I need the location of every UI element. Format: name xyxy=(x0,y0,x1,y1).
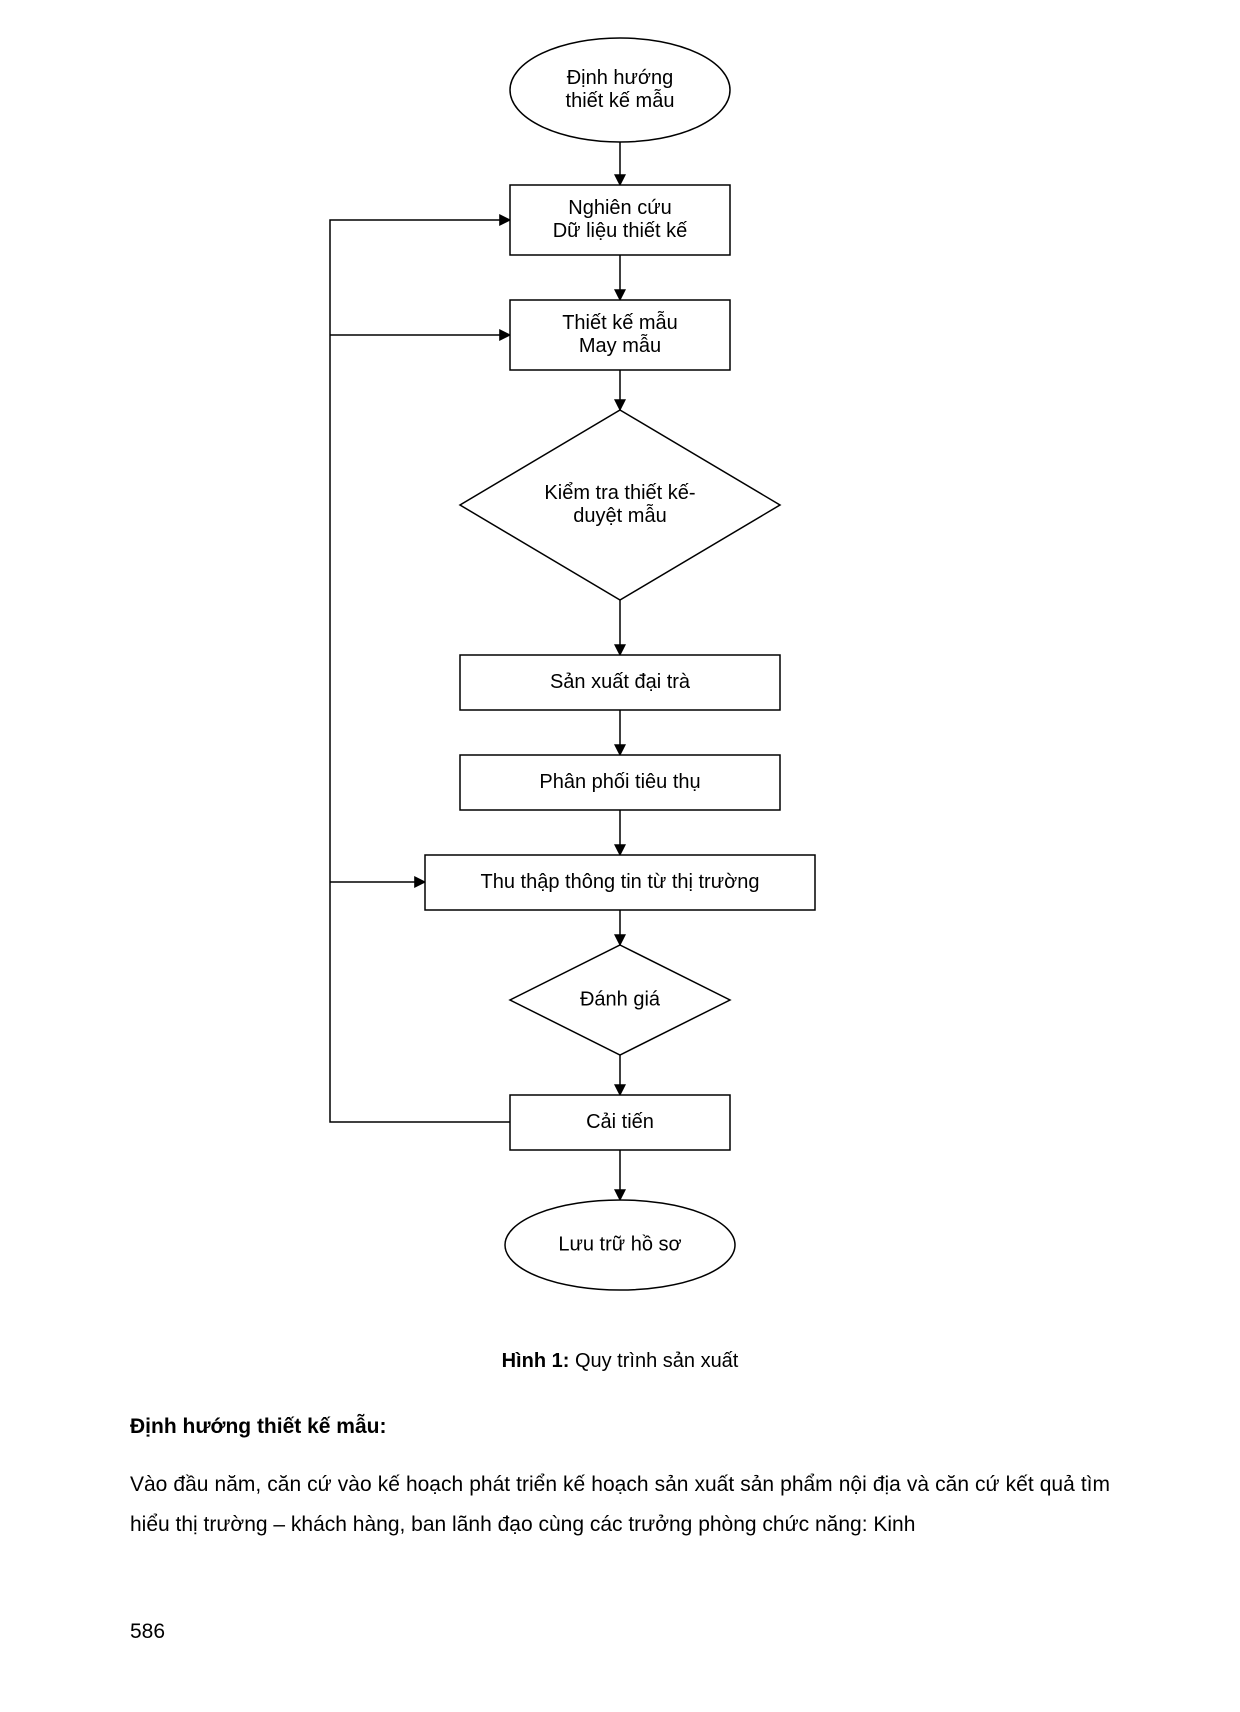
flow-node-label: Sản xuất đại trà xyxy=(550,671,691,693)
flow-node-label: Thiết kế mẫu xyxy=(562,311,678,334)
flow-node-label: duyệt mẫu xyxy=(573,504,666,527)
flow-node-label: Đánh giá xyxy=(580,988,661,1010)
flowchart-svg: Định hướngthiết kế mẫu Nghiên cứuDữ liệu … xyxy=(0,0,1240,1340)
flow-node-label: Cải tiến xyxy=(586,1111,654,1133)
page-number: 586 xyxy=(130,1620,165,1644)
body-paragraph: Vào đầu năm, căn cứ vào kế hoạch phát tr… xyxy=(130,1465,1110,1545)
caption-label: Hình 1: xyxy=(502,1350,570,1372)
flow-node-label: Dữ liệu thiết kế xyxy=(553,220,688,242)
figure-caption: Hình 1: Quy trình sản xuất xyxy=(0,1350,1240,1373)
caption-text: Quy trình sản xuất xyxy=(569,1350,738,1372)
flow-node-label: May mẫu xyxy=(579,334,661,357)
flow-node-label: Nghiên cứu xyxy=(568,197,671,219)
flow-node-label: Kiểm tra thiết kế- xyxy=(544,482,695,504)
flow-node-label: thiết kế mẫu xyxy=(566,89,675,112)
flow-node-label: Thu thập thông tin từ thị trường xyxy=(481,871,760,893)
flow-node-label: Phân phối tiêu thụ xyxy=(539,771,700,793)
page: Định hướngthiết kế mẫu Nghiên cứuDữ liệu … xyxy=(0,0,1240,1712)
flow-node-label: Định hướng xyxy=(567,67,674,89)
flow-node-label: Lưu trữ hồ sơ xyxy=(558,1233,681,1255)
section-heading: Định hướng thiết kế mẫu: xyxy=(130,1415,386,1439)
